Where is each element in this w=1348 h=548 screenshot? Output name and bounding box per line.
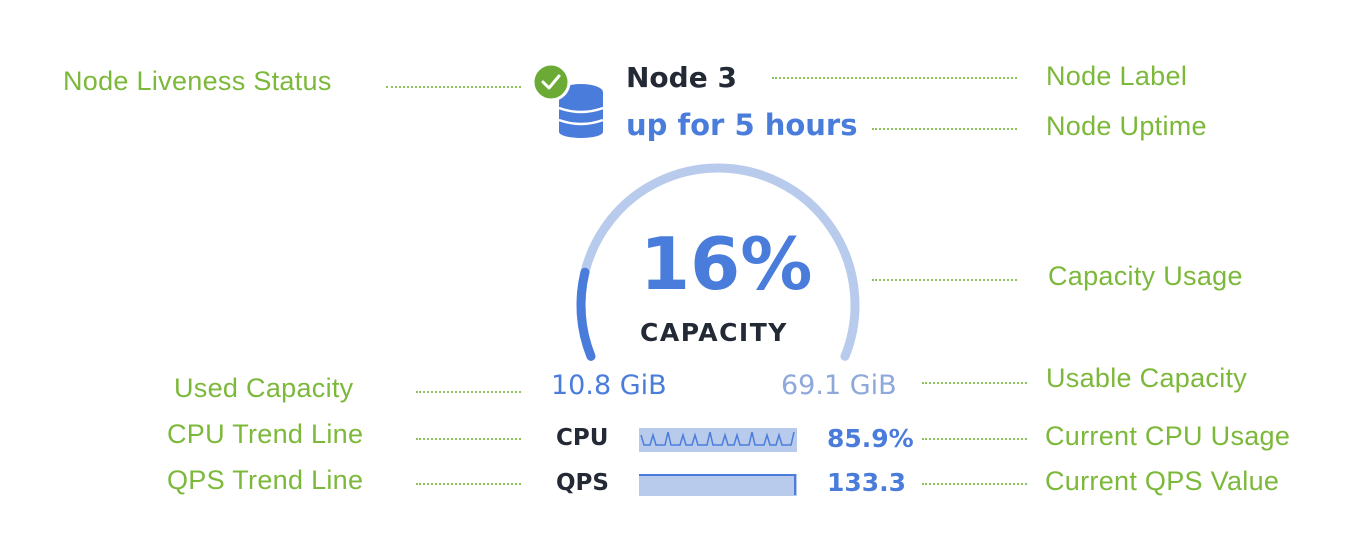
annotation-cpu-trend: CPU Trend Line xyxy=(167,419,364,449)
annotation-node-label: Node Label xyxy=(1046,61,1188,91)
leader-line xyxy=(922,438,1027,440)
cpu-trend-line xyxy=(639,428,797,452)
annotation-used-capacity: Used Capacity xyxy=(174,373,354,403)
node-icon-group xyxy=(531,62,604,138)
leader-line xyxy=(416,391,521,393)
qps-value: 133.3 xyxy=(827,468,907,497)
used-capacity: 10.8 GiB xyxy=(551,370,667,401)
annotation-cpu-current: Current CPU Usage xyxy=(1045,421,1291,451)
cpu-label: CPU xyxy=(556,425,609,451)
capacity-percent: 16% xyxy=(640,222,813,306)
gauge-fill xyxy=(576,267,596,361)
check-circle-icon xyxy=(531,62,571,102)
capacity-caption: CAPACITY xyxy=(640,318,788,347)
cpu-value: 85.9% xyxy=(827,424,914,453)
leader-line xyxy=(872,279,1017,281)
database-icon xyxy=(558,84,604,138)
node-uptime: up for 5 hours xyxy=(626,108,858,142)
capacity-gauge xyxy=(576,163,860,361)
leader-line xyxy=(416,483,521,485)
qps-label: QPS xyxy=(556,470,609,496)
annotation-capacity-usage: Capacity Usage xyxy=(1048,261,1243,291)
leader-line xyxy=(922,483,1027,485)
annotation-qps-trend: QPS Trend Line xyxy=(167,465,364,495)
leader-line xyxy=(386,86,521,88)
leader-line xyxy=(922,382,1027,384)
annotation-qps-current: Current QPS Value xyxy=(1045,466,1280,496)
qps-trend-line xyxy=(639,474,797,496)
node-label: Node 3 xyxy=(626,61,737,94)
annotation-liveness: Node Liveness Status xyxy=(63,66,332,96)
leader-line xyxy=(416,438,521,440)
leader-line xyxy=(772,77,1017,79)
usable-capacity: 69.1 GiB xyxy=(781,370,897,401)
annotation-usable-capacity: Usable Capacity xyxy=(1046,363,1248,393)
annotation-uptime: Node Uptime xyxy=(1046,111,1207,141)
leader-line xyxy=(872,128,1017,130)
